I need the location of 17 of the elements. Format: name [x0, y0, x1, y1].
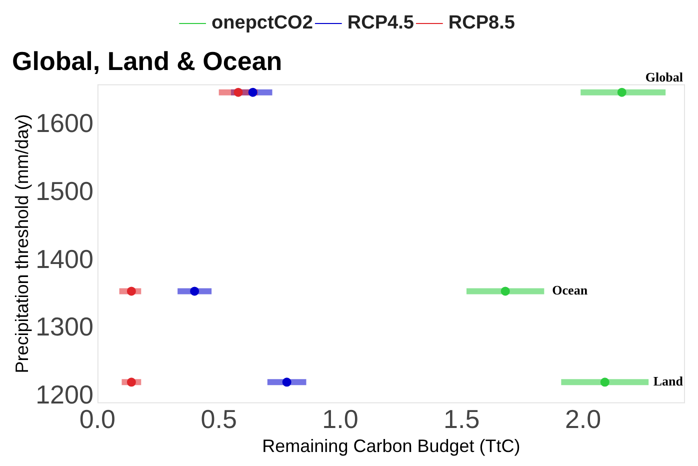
legend-label: onepctCO2: [212, 12, 313, 34]
x-axis-title: Remaining Carbon Budget (TtC): [262, 436, 520, 456]
annotation: Land: [653, 374, 684, 389]
x-tick-label: 1.5: [444, 404, 480, 434]
y-tick-label: 1400: [36, 244, 94, 274]
chart-title: Global, Land & Ocean: [12, 46, 282, 76]
annotation: Global: [645, 70, 684, 85]
annotation: Ocean: [552, 282, 588, 298]
y-tick-label: 1300: [36, 312, 94, 342]
x-tick-label: 1.0: [322, 404, 358, 434]
x-tick-label: 0.5: [200, 404, 237, 434]
y-tick-label: 1500: [36, 176, 94, 206]
legend-label: RCP8.5: [448, 12, 516, 34]
y-tick-label: 1600: [36, 108, 94, 138]
legend-label: RCP4.5: [347, 12, 414, 34]
y-axis-title: Precipitation threshold (mm/day): [12, 114, 32, 374]
x-tick-label: 2.0: [564, 404, 602, 434]
